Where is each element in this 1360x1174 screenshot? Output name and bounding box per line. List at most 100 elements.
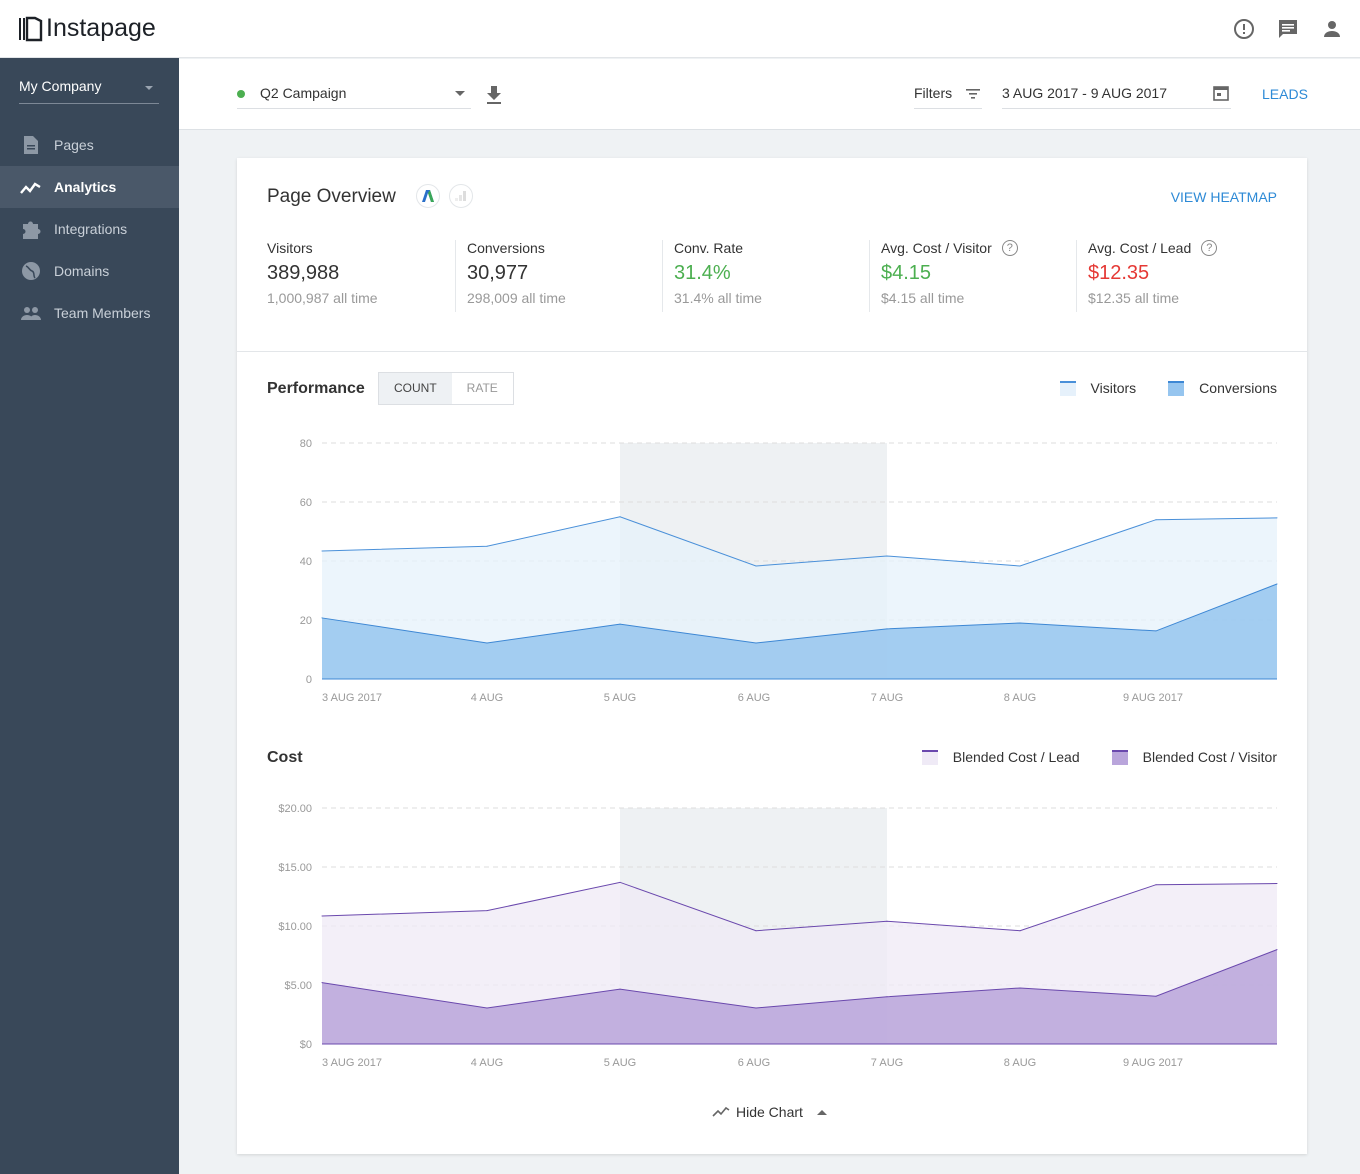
data-point xyxy=(755,1007,757,1009)
stat-value: 31.4% xyxy=(674,262,731,284)
data-point xyxy=(619,881,621,883)
status-dot xyxy=(237,90,245,98)
stat-all-time: 1,000,987 all time xyxy=(267,290,378,306)
leads-link[interactable]: LEADS xyxy=(1262,86,1308,102)
page-icon xyxy=(24,136,38,154)
legend-label: Visitors xyxy=(1090,380,1137,396)
stat-all-time: 298,009 all time xyxy=(467,290,566,306)
help-icon[interactable]: ? xyxy=(1201,240,1218,256)
sidebar-item-label: Domains xyxy=(54,263,110,279)
data-point xyxy=(1155,519,1157,521)
data-point xyxy=(755,642,757,644)
legend-swatch xyxy=(1111,749,1128,765)
y-tick-label: 80 xyxy=(300,438,312,450)
data-point xyxy=(886,555,888,557)
stat-all-time: 31.4% all time xyxy=(674,290,762,306)
x-tick-label: 7 AUG xyxy=(871,692,903,704)
calendar-icon xyxy=(1213,86,1229,101)
stat-label: Avg. Cost / Visitor? xyxy=(881,240,1076,256)
series-line xyxy=(321,949,1278,1009)
view-heatmap-link[interactable]: VIEW HEATMAP xyxy=(1170,189,1277,205)
chevron-down-icon xyxy=(455,91,465,101)
hide-chart-button[interactable]: Hide Chart xyxy=(712,1104,827,1120)
chat-icon[interactable] xyxy=(1276,17,1300,41)
sidebar-item-domains[interactable]: Domains xyxy=(0,250,179,292)
performance-title: Performance xyxy=(267,380,365,397)
legend-item[interactable]: Visitors xyxy=(1059,380,1137,396)
series-line xyxy=(321,516,1278,567)
sidebar-item-pages[interactable]: Pages xyxy=(0,124,179,166)
legend-item[interactable]: Conversions xyxy=(1168,380,1277,396)
adwords-icon[interactable] xyxy=(416,184,440,208)
data-point xyxy=(619,988,621,990)
stat-label: Conv. Rate xyxy=(674,240,869,256)
data-point xyxy=(1019,987,1021,989)
series-line xyxy=(321,881,1278,932)
date-range-text: 3 AUG 2017 - 9 AUG 2017 xyxy=(1002,85,1167,101)
legend-item[interactable]: Blended Cost / Lead xyxy=(921,749,1080,765)
sidebar-item-analytics[interactable]: Analytics xyxy=(0,166,179,208)
y-tick-label: $20.00 xyxy=(278,803,312,815)
x-tick-label: 6 AUG xyxy=(738,692,770,704)
count-rate-toggle: COUNT RATE xyxy=(378,372,514,405)
series-area xyxy=(322,949,1277,1044)
user-icon[interactable] xyxy=(1320,17,1344,41)
data-point xyxy=(1276,949,1278,951)
sidebar-item-label: Integrations xyxy=(54,221,128,237)
logo-text: Instapage xyxy=(46,14,156,42)
stat-value: 30,977 xyxy=(467,262,529,284)
campaign-name: Q2 Campaign xyxy=(260,85,347,101)
x-tick-label: 7 AUG xyxy=(871,1057,903,1069)
legend-item[interactable]: Blended Cost / Visitor xyxy=(1111,749,1277,765)
logo[interactable]: Instapage xyxy=(18,14,156,43)
data-point xyxy=(321,982,323,984)
performance-legend: Visitors Conversions xyxy=(1059,380,1277,396)
data-point xyxy=(886,628,888,630)
tab-rate[interactable]: RATE xyxy=(466,381,498,395)
stat-avg-cost-visitor: Avg. Cost / Visitor? $4.15 $4.15 all time xyxy=(869,240,1076,312)
alert-icon[interactable] xyxy=(1232,17,1256,41)
data-point xyxy=(619,516,621,518)
data-point xyxy=(1276,583,1278,585)
data-point xyxy=(486,642,488,644)
sidebar-item-team-members[interactable]: Team Members xyxy=(0,292,179,334)
series-line xyxy=(321,583,1278,644)
stat-value: $4.15 xyxy=(881,262,932,284)
data-point xyxy=(1276,517,1278,519)
y-tick-label: $5.00 xyxy=(284,980,312,992)
globe-icon xyxy=(22,262,40,280)
sidebar-item-integrations[interactable]: Integrations xyxy=(0,208,179,250)
company-name: My Company xyxy=(19,78,102,94)
stat-avg-cost-lead: Avg. Cost / Lead? $12.35 $12.35 all time xyxy=(1076,240,1283,312)
filters-button[interactable]: Filters xyxy=(914,81,982,109)
stat-conversions: Conversions 30,977 298,009 all time xyxy=(455,240,662,312)
x-tick-label: 3 AUG 2017 xyxy=(322,692,382,704)
data-point xyxy=(619,623,621,625)
data-point xyxy=(886,920,888,922)
data-point xyxy=(1155,884,1157,886)
campaign-select[interactable]: Q2 Campaign xyxy=(237,81,471,109)
sidebar-item-label: Team Members xyxy=(54,305,151,321)
analytics-integration-icon[interactable] xyxy=(449,184,473,208)
help-icon[interactable]: ? xyxy=(1001,240,1018,256)
data-point xyxy=(1019,565,1021,567)
x-tick-label: 9 AUG 2017 xyxy=(1123,692,1183,704)
y-tick-label: 40 xyxy=(300,556,312,568)
date-range-picker[interactable]: 3 AUG 2017 - 9 AUG 2017 xyxy=(1002,81,1231,109)
page-overview-card: Page Overview VIEW HEATMAP Visitors 389,9… xyxy=(237,158,1307,1154)
filter-icon xyxy=(966,89,980,99)
stat-label: Visitors xyxy=(267,240,455,256)
download-icon[interactable] xyxy=(485,85,503,110)
analytics-icon xyxy=(20,182,41,194)
x-tick-label: 5 AUG xyxy=(604,1057,636,1069)
chevron-up-icon xyxy=(816,1105,827,1115)
divider xyxy=(237,351,1307,352)
company-select[interactable]: My Company xyxy=(19,78,159,104)
stat-label-text: Conv. Rate xyxy=(674,240,743,256)
people-icon xyxy=(21,307,41,320)
data-point xyxy=(1155,995,1157,997)
tab-count[interactable]: COUNT xyxy=(379,373,452,404)
stat-all-time: $12.35 all time xyxy=(1088,290,1180,306)
data-point xyxy=(486,910,488,912)
toolbar: Q2 Campaign Filters 3 AUG 2017 - 9 AUG 2… xyxy=(179,59,1360,130)
